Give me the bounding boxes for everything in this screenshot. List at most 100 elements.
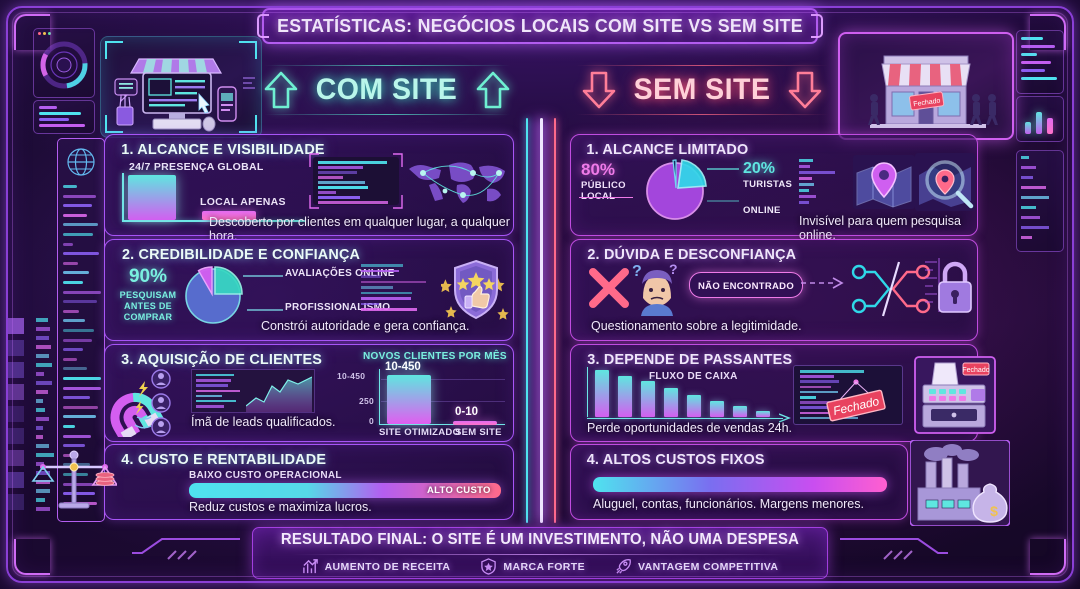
panel-title: 3. AQUISIÇÃO DE CLIENTES [121, 351, 322, 368]
bar-sem-site [453, 421, 497, 425]
banner-sem-site-label: SEM SITE [634, 73, 771, 107]
bar-chart-up-icon [302, 558, 319, 575]
footer-title: RESULTADO FINAL: O SITE É UM INVESTIMENT… [264, 531, 817, 549]
ytick-mid: 250 [359, 396, 374, 406]
progress-tag-alto-custo: ALTO CUSTO [427, 485, 491, 496]
pie-leader-lines [243, 270, 289, 320]
dashed-arrow-icon [801, 276, 845, 290]
panel-right-passantes[interactable]: 3. DEPENDE DE PASSANTES FLUXO DE CAIXA P… [570, 344, 978, 442]
panel-title: 4. ALTOS CUSTOS FIXOS [587, 451, 765, 468]
progress-bar-custos-fixos [593, 477, 887, 492]
stat-label-publico-local: PÚBLICO LOCAL [581, 180, 647, 202]
bar-global [128, 175, 176, 220]
broken-connection-icon [851, 260, 931, 318]
factory-money-bag-icon: $ [910, 440, 1010, 526]
footer-right-wing-decor [838, 537, 948, 567]
stat-label: PESQUISAM ANTES DE COMPRAR [115, 290, 181, 323]
arrow-down-icon [582, 70, 616, 110]
center-divider [523, 118, 559, 523]
panel-title: 3. DEPENDE DE PASSANTES [587, 351, 792, 368]
bar-value-site: 10-450 [385, 361, 421, 373]
panel-title: 1. ALCANCE E VISIBILIDADE [121, 141, 324, 158]
panel-left-custo[interactable]: 4. CUSTO E RENTABILIDADE BAIXO CUSTO OPE… [104, 444, 514, 520]
radar-dial-icon [34, 39, 94, 95]
footer-item-vantagem[interactable]: VANTAGEM COMPETITIVA [615, 558, 778, 575]
confused-person-icon: ? ? [629, 258, 685, 316]
panel-caption: Invisível para quem pesquisa online. [799, 214, 977, 242]
right-deco-panel-b [1016, 150, 1064, 252]
bar-fluxo [618, 376, 632, 417]
panel-caption: Questionamento sobre a legitimidade. [591, 319, 802, 333]
footer-item-marca[interactable]: MARCA FORTE [480, 558, 585, 575]
left-deco-dashboard-card [33, 28, 95, 98]
footer-banner: RESULTADO FINAL: O SITE É UM INVESTIMENT… [252, 527, 828, 579]
panel-caption: Ímã de leads qualificados. [191, 415, 336, 429]
cash-register-icon: Fechado [909, 351, 999, 435]
panel-right-alcance-limitado[interactable]: 1. ALCANCE LIMITADO 80% PÚBLICO LOCAL 20… [570, 134, 978, 236]
xtick-sem-site: SEM SITE [455, 427, 502, 438]
balance-scale-icon [31, 447, 117, 519]
panel-left-credibilidade[interactable]: 2. CREDIBILIDADE E CONFIANÇA 90% PESQUIS… [104, 239, 514, 341]
right-deco-chart-card [1016, 96, 1064, 142]
xtick-site-otimizado: SITE OTIMIZADO [379, 427, 460, 438]
stat-value-80: 80% [581, 160, 647, 180]
magnifier-search-icon [915, 153, 975, 211]
panel-caption: Perde oportunidades de vendas 24h. [587, 421, 792, 435]
footer-item-receita[interactable]: AUMENTO DE RECEITA [302, 558, 451, 575]
panel-right-custos-fixos[interactable]: 4. ALTOS CUSTOS FIXOS Aluguel, contas, f… [570, 444, 908, 520]
bar-label-global: 24/7 PRESENÇA GLOBAL [129, 161, 264, 173]
closed-storefront-illustration: Fechado [838, 32, 1014, 140]
padlock-icon [923, 254, 975, 320]
ytick-zero: 0 [369, 416, 374, 426]
bar-fluxo [733, 406, 747, 417]
panel-left-aquisicao[interactable]: 3. AQUISIÇÃO DE CLIENTES [104, 344, 514, 442]
svg-text:Fechado: Fechado [962, 367, 989, 374]
stat-label-online: ONLINE [743, 205, 781, 216]
right-deco-panel-a [1016, 30, 1064, 94]
desktop-storefront-illustration [100, 36, 262, 138]
panel-right-duvida[interactable]: 2. DÚVIDA E DESCONFIANÇA ? ? NÃO ENCONTR… [570, 239, 978, 341]
bar-fluxo [595, 370, 609, 417]
bar-label-local: LOCAL APENAS [200, 196, 286, 208]
rocket-icon [615, 558, 632, 575]
arrow-up-icon [264, 70, 298, 110]
chart-fluxo-de-caixa [587, 367, 787, 419]
pie-chart-credibilidade [181, 264, 245, 328]
bar-fluxo [710, 401, 724, 417]
page-title-text: ESTATÍSTICAS: NEGÓCIOS LOCAIS COM SITE V… [273, 8, 807, 44]
bar-fluxo [641, 381, 655, 417]
arrow-up-icon [476, 70, 510, 110]
stat-value-90: 90% [115, 266, 181, 288]
footer-left-wing-decor [132, 537, 242, 567]
svg-text:$: $ [990, 503, 998, 519]
panel-caption: Reduz custos e maximiza lucros. [189, 500, 372, 514]
panel-title: 4. CUSTO E RENTABILIDADE [121, 451, 326, 468]
shield-thumbs-up-stars-icon [441, 258, 511, 322]
banner-com-site-label: COM SITE [316, 73, 458, 107]
corner-decor-br [1030, 539, 1066, 575]
svg-text:?: ? [669, 261, 678, 277]
svg-text:?: ? [632, 263, 642, 280]
closed-sign-card: Fechado [793, 365, 903, 425]
panel-caption: Aluguel, contas, funcionários. Margens m… [593, 497, 864, 511]
speech-bubble-nao-encontrado: NÃO ENCONTRADO [689, 272, 803, 298]
panel-caption: Constrói autoridade e gera confiança. [261, 319, 469, 333]
progress-label-baixo-custo: BAIXO CUSTO OPERACIONAL [189, 470, 342, 481]
corner-decor-bl [14, 539, 50, 575]
left-deco-squares [8, 318, 30, 518]
footer-item-label: AUMENTO DE RECEITA [325, 561, 451, 573]
panel-left-alcance-visibilidade[interactable]: 1. ALCANCE E VISIBILIDADE 24/7 PRESENÇA … [104, 134, 514, 236]
page-title: ESTATÍSTICAS: NEGÓCIOS LOCAIS COM SITE V… [262, 8, 818, 44]
footer-item-label: MARCA FORTE [503, 561, 585, 573]
arrow-down-icon [788, 70, 822, 110]
ytick-max: 10-450 [337, 371, 365, 381]
bar-fluxo [687, 395, 701, 417]
chart-novos-clientes: NOVOS CLIENTES POR MÊS 10-450 250 0 10-4… [341, 349, 509, 437]
stat-value-20: 20% [743, 160, 792, 178]
footer-item-label: VANTAGEM COMPETITIVA [638, 561, 778, 573]
bracket-frame-icon [309, 153, 403, 209]
stat-label-turistas: TURISTAS [743, 179, 792, 190]
banner-sem-site: SEM SITE [568, 62, 836, 118]
globe-icon [64, 145, 98, 179]
bar-fluxo [756, 411, 770, 417]
